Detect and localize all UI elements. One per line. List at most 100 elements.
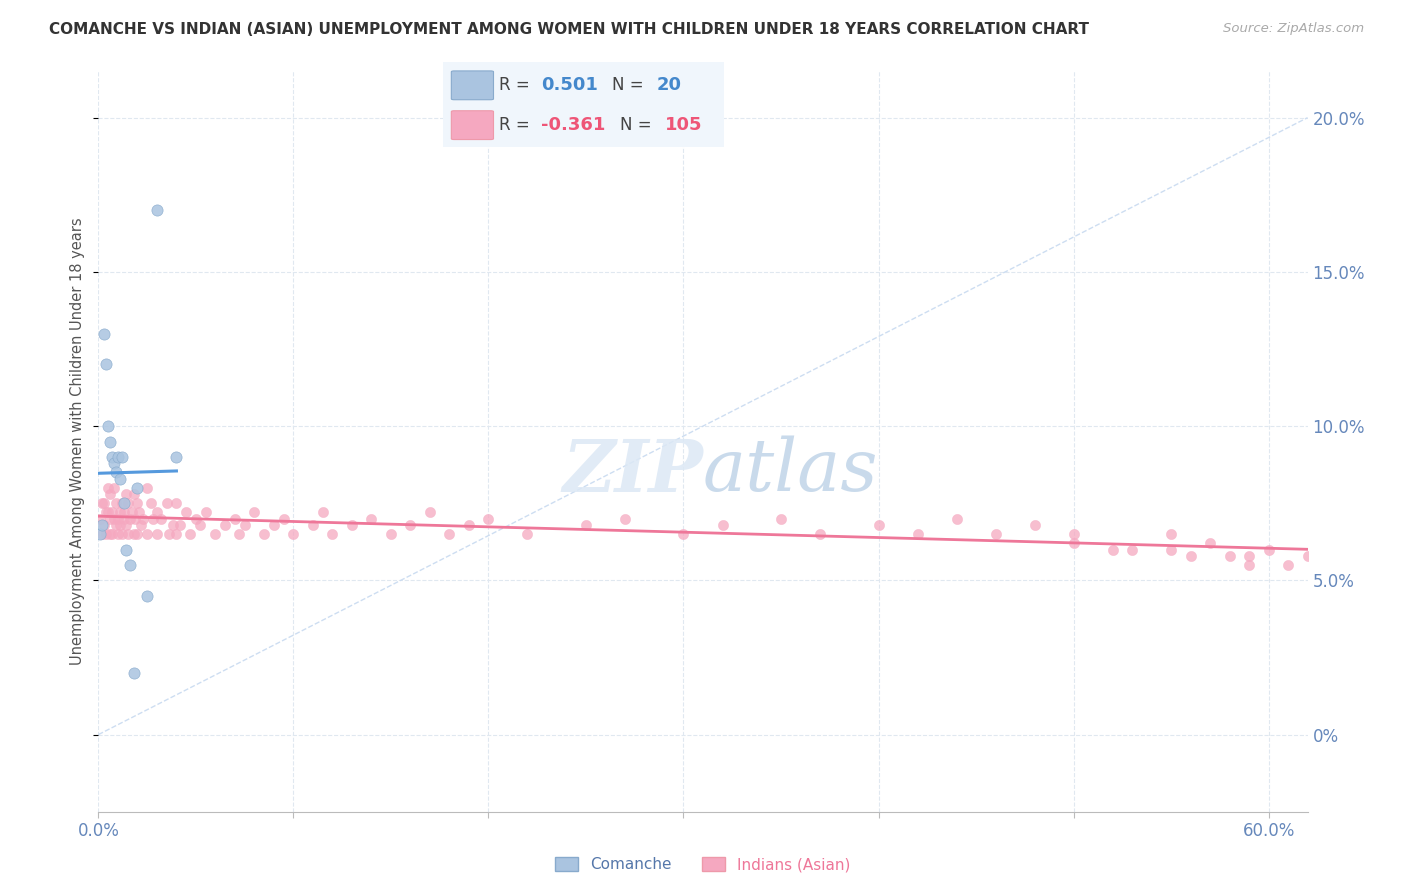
Point bbox=[121, 506, 143, 520]
Text: R =: R = bbox=[499, 77, 536, 95]
Point bbox=[108, 506, 131, 520]
Point bbox=[1180, 549, 1202, 563]
Point bbox=[111, 450, 134, 464]
Point bbox=[142, 511, 165, 525]
Point bbox=[1237, 558, 1260, 572]
Point bbox=[132, 511, 155, 525]
Point bbox=[96, 527, 118, 541]
Point bbox=[868, 517, 890, 532]
Point bbox=[89, 527, 111, 541]
Point bbox=[1101, 542, 1123, 557]
Point bbox=[1121, 542, 1143, 557]
Point bbox=[101, 506, 124, 520]
Point bbox=[101, 527, 124, 541]
Point bbox=[419, 506, 441, 520]
Point bbox=[302, 517, 325, 532]
Text: N =: N = bbox=[612, 77, 648, 95]
Point bbox=[156, 496, 179, 510]
FancyBboxPatch shape bbox=[451, 111, 494, 139]
Point bbox=[157, 527, 180, 541]
Point bbox=[769, 511, 792, 525]
Point bbox=[273, 511, 295, 525]
Point bbox=[91, 496, 114, 510]
Point bbox=[93, 496, 115, 510]
Point bbox=[108, 471, 131, 485]
Point bbox=[945, 511, 967, 525]
Point bbox=[184, 511, 207, 525]
Point bbox=[149, 511, 172, 525]
Point bbox=[122, 487, 145, 501]
Point bbox=[162, 517, 184, 532]
Point bbox=[575, 517, 598, 532]
Text: atlas: atlas bbox=[703, 436, 879, 507]
Point bbox=[399, 517, 422, 532]
Point bbox=[360, 511, 382, 525]
Point bbox=[1237, 549, 1260, 563]
Point bbox=[97, 481, 120, 495]
Point bbox=[93, 326, 115, 341]
Point bbox=[711, 517, 734, 532]
Point bbox=[283, 527, 305, 541]
Point bbox=[96, 358, 118, 372]
Point bbox=[233, 517, 256, 532]
Point bbox=[253, 527, 276, 541]
Point bbox=[165, 496, 187, 510]
Point bbox=[439, 527, 461, 541]
Point bbox=[98, 527, 121, 541]
Point bbox=[103, 456, 125, 470]
Point bbox=[107, 511, 129, 525]
Point bbox=[128, 506, 150, 520]
Point bbox=[114, 517, 136, 532]
Point bbox=[312, 506, 335, 520]
Text: N =: N = bbox=[620, 116, 657, 134]
Point bbox=[1219, 549, 1241, 563]
Point bbox=[108, 517, 131, 532]
Point bbox=[97, 506, 120, 520]
Point bbox=[179, 527, 201, 541]
Point bbox=[224, 511, 246, 525]
Point bbox=[136, 527, 159, 541]
Legend: Comanche, Indians (Asian): Comanche, Indians (Asian) bbox=[548, 851, 858, 878]
Point bbox=[321, 527, 343, 541]
Point bbox=[1199, 536, 1222, 550]
Point bbox=[672, 527, 695, 541]
Point bbox=[146, 506, 169, 520]
Point bbox=[1160, 527, 1182, 541]
Text: 0.501: 0.501 bbox=[541, 77, 598, 95]
Point bbox=[194, 506, 217, 520]
Point bbox=[243, 506, 266, 520]
Point bbox=[1257, 542, 1279, 557]
Text: 105: 105 bbox=[665, 116, 703, 134]
Point bbox=[107, 450, 129, 464]
Point bbox=[139, 496, 162, 510]
Point bbox=[127, 481, 149, 495]
Point bbox=[263, 517, 285, 532]
Text: -0.361: -0.361 bbox=[541, 116, 606, 134]
Point bbox=[1063, 527, 1085, 541]
FancyBboxPatch shape bbox=[451, 71, 494, 100]
Text: ZIP: ZIP bbox=[562, 435, 703, 507]
Y-axis label: Unemployment Among Women with Children Under 18 years: Unemployment Among Women with Children U… bbox=[70, 218, 86, 665]
Point bbox=[808, 527, 831, 541]
Point bbox=[984, 527, 1007, 541]
Point bbox=[165, 450, 187, 464]
Point bbox=[103, 481, 125, 495]
Point bbox=[188, 517, 211, 532]
Point bbox=[516, 527, 538, 541]
Point bbox=[93, 517, 115, 532]
Point bbox=[114, 542, 136, 557]
Point bbox=[118, 511, 141, 525]
Point bbox=[204, 527, 226, 541]
Point bbox=[340, 517, 363, 532]
Point bbox=[458, 517, 481, 532]
Point bbox=[380, 527, 402, 541]
Point bbox=[98, 511, 121, 525]
Point bbox=[136, 589, 159, 603]
Point bbox=[103, 511, 125, 525]
Point bbox=[1063, 536, 1085, 550]
FancyBboxPatch shape bbox=[437, 61, 730, 149]
Point bbox=[124, 511, 146, 525]
Point bbox=[112, 506, 135, 520]
Point bbox=[112, 511, 135, 525]
Text: COMANCHE VS INDIAN (ASIAN) UNEMPLOYMENT AMONG WOMEN WITH CHILDREN UNDER 18 YEARS: COMANCHE VS INDIAN (ASIAN) UNEMPLOYMENT … bbox=[49, 22, 1090, 37]
